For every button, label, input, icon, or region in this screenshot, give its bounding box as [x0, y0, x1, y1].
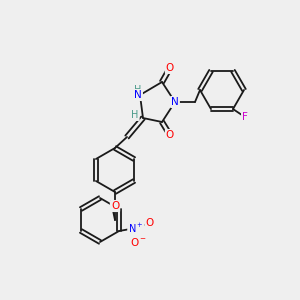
Text: N$^+$: N$^+$: [128, 221, 144, 235]
Text: O: O: [111, 201, 119, 211]
Text: O: O: [146, 218, 154, 228]
Text: N: N: [171, 97, 179, 107]
Text: F: F: [242, 112, 248, 122]
Text: H: H: [134, 85, 142, 95]
Text: O: O: [166, 130, 174, 140]
Text: O: O: [166, 63, 174, 73]
Text: O$^-$: O$^-$: [130, 236, 146, 248]
Text: H: H: [131, 110, 139, 120]
Text: N: N: [134, 90, 142, 100]
